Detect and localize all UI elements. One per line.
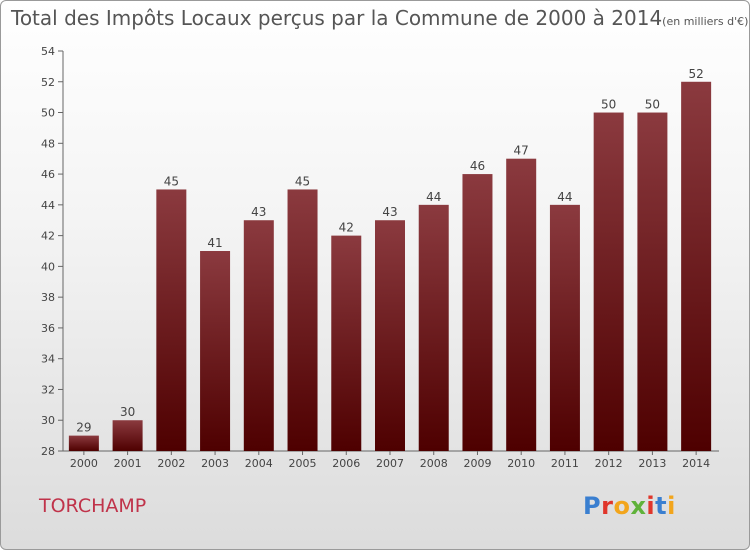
- y-tick-label: 36: [41, 322, 55, 335]
- bar-2011: [549, 204, 580, 451]
- bar-2008: [418, 204, 449, 451]
- bar-2000: [68, 435, 99, 451]
- bar-2012: [593, 112, 624, 452]
- y-tick-label: 38: [41, 291, 55, 304]
- commune-name: TORCHAMP: [39, 495, 147, 517]
- x-tick-label: 2009: [463, 457, 491, 470]
- x-tick-label: 2006: [332, 457, 360, 470]
- bar-value-label: 29: [76, 421, 91, 435]
- x-tick-label: 2012: [595, 457, 623, 470]
- x-tick-label: 2013: [638, 457, 666, 470]
- bar-2006: [331, 235, 362, 451]
- bar-value-label: 41: [207, 236, 222, 250]
- y-tick-label: 46: [41, 168, 55, 181]
- bar-2010: [506, 158, 537, 451]
- y-tick-label: 42: [41, 230, 55, 243]
- axes: 28 30 32 34 36 38 40 42 44 46 48 50 52 54 2000 2001 2002…: [41, 45, 719, 470]
- x-tick-label: 2010: [507, 457, 535, 470]
- proxiti-logo: Proxiti: [583, 492, 676, 520]
- chart-title-wrap: Total des Impôts Locaux perçus par la Co…: [11, 6, 748, 30]
- x-tick-label: 2007: [376, 457, 404, 470]
- bar-value-label: 45: [164, 174, 179, 188]
- bar-value-label: 50: [601, 98, 616, 112]
- bar-value-label: 30: [120, 405, 135, 419]
- bar-value-label: 42: [339, 221, 354, 235]
- y-tick-label: 52: [41, 76, 55, 89]
- bar-2005: [287, 189, 318, 451]
- x-tick-label: 2003: [201, 457, 229, 470]
- x-tick-label: 2002: [157, 457, 185, 470]
- x-tick-label: 2008: [420, 457, 448, 470]
- x-tick-label: 2005: [289, 457, 317, 470]
- y-tick-label: 48: [41, 137, 55, 150]
- bar-value-label: 52: [688, 67, 703, 81]
- y-tick-label: 50: [41, 107, 55, 120]
- y-tick-label: 34: [41, 353, 55, 366]
- bar-2002: [156, 189, 187, 451]
- x-tick-label: 2014: [682, 457, 710, 470]
- bar-value-label: 43: [382, 205, 397, 219]
- bar-2004: [243, 220, 274, 451]
- y-tick-label: 40: [41, 260, 55, 273]
- y-tick-label: 44: [41, 199, 55, 212]
- bar-2013: [637, 112, 668, 452]
- x-tick-label: 2011: [551, 457, 579, 470]
- bar-2003: [200, 251, 231, 451]
- bar-2014: [681, 81, 712, 452]
- x-tick-label: 2001: [114, 457, 142, 470]
- bar-value-label: 46: [470, 159, 485, 173]
- y-tick-label: 54: [41, 45, 55, 58]
- bar-value-label: 47: [514, 144, 529, 158]
- data-labels: 29 30 45 41 43 45 42 43 44 46 47 44 50 50 52: [76, 67, 704, 435]
- bar-2009: [462, 174, 493, 452]
- x-tick-label: 2000: [70, 457, 98, 470]
- bar-value-label: 45: [295, 174, 310, 188]
- bars: [68, 81, 712, 452]
- bar-value-label: 50: [645, 98, 660, 112]
- bar-2001: [112, 420, 143, 451]
- bar-value-label: 44: [557, 190, 572, 204]
- bar-value-label: 44: [426, 190, 441, 204]
- y-tick-label: 28: [41, 445, 55, 458]
- y-tick-label: 30: [41, 414, 55, 427]
- chart-title: Total des Impôts Locaux perçus par la Co…: [11, 6, 663, 30]
- x-tick-label: 2004: [245, 457, 273, 470]
- y-tick-label: 32: [41, 383, 55, 396]
- chart-unit: (en milliers d'€): [662, 15, 749, 28]
- bar-value-label: 43: [251, 205, 266, 219]
- bar-2007: [375, 220, 405, 451]
